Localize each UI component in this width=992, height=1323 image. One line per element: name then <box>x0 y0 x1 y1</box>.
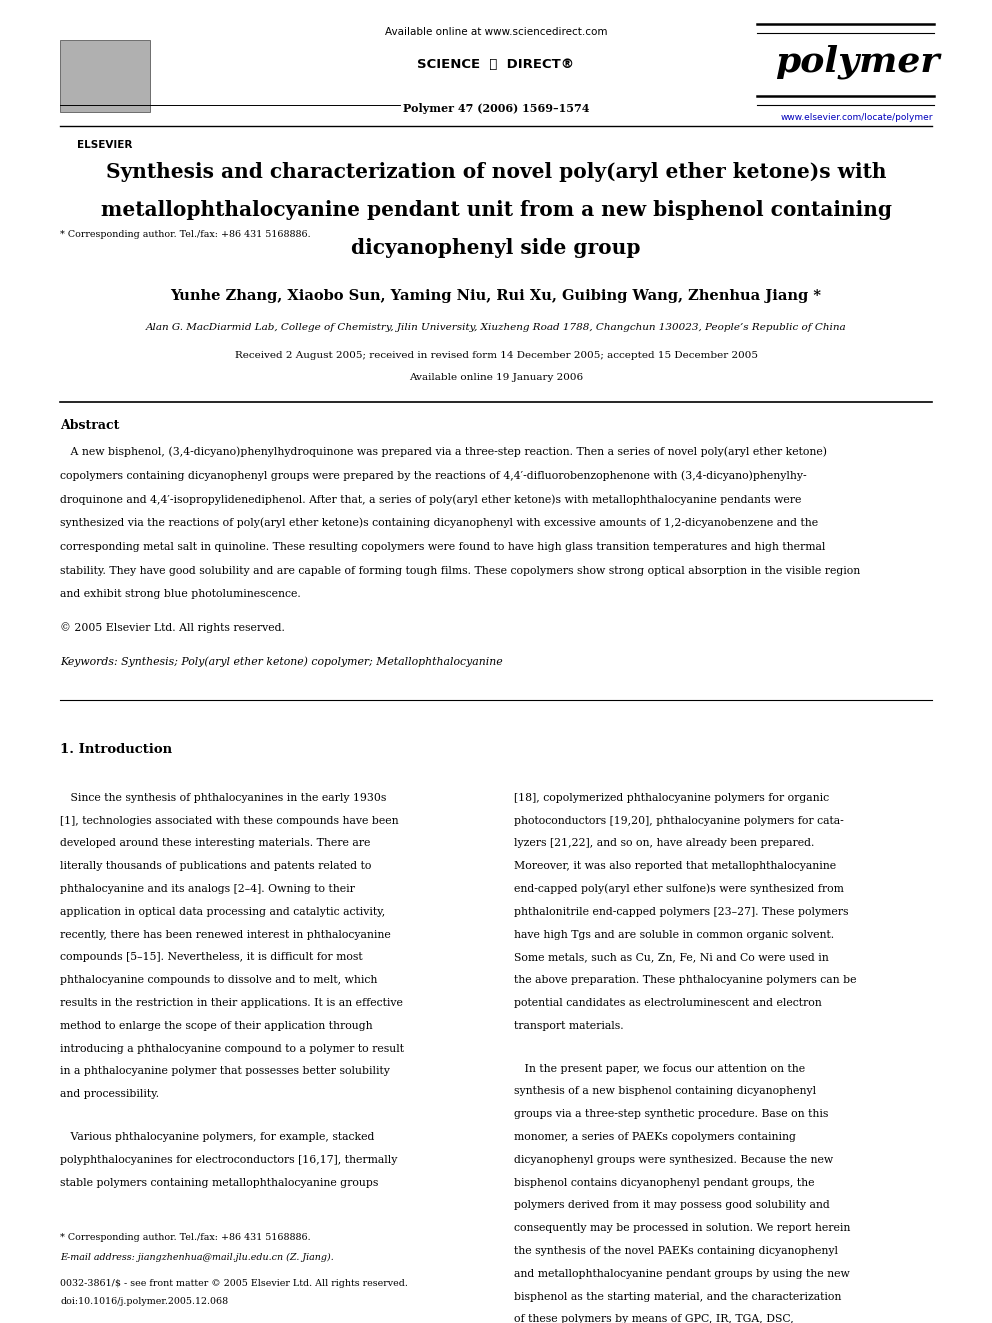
Text: and processibility.: and processibility. <box>60 1089 159 1099</box>
Text: corresponding metal salt in quinoline. These resulting copolymers were found to : corresponding metal salt in quinoline. T… <box>60 542 825 552</box>
Text: A new bisphenol, (3,4-dicyano)phenylhydroquinone was prepared via a three-step r: A new bisphenol, (3,4-dicyano)phenylhydr… <box>60 447 827 458</box>
Text: Available online 19 January 2006: Available online 19 January 2006 <box>409 373 583 382</box>
Text: and metallophthalocyanine pendant groups by using the new: and metallophthalocyanine pendant groups… <box>514 1269 850 1279</box>
Text: droquinone and 4,4′-isopropylidenediphenol. After that, a series of poly(aryl et: droquinone and 4,4′-isopropylidenediphen… <box>60 493 802 504</box>
Text: Synthesis and characterization of novel poly(aryl ether ketone)s with: Synthesis and characterization of novel … <box>106 161 886 183</box>
Text: Polymer 47 (2006) 1569–1574: Polymer 47 (2006) 1569–1574 <box>403 102 589 114</box>
Text: Abstract: Abstract <box>60 419 119 433</box>
Text: Keywords: Synthesis; Poly(aryl ether ketone) copolymer; Metallophthalocyanine: Keywords: Synthesis; Poly(aryl ether ket… <box>60 656 503 667</box>
Text: phthalonitrile end-capped polymers [23–27]. These polymers: phthalonitrile end-capped polymers [23–2… <box>514 906 848 917</box>
Text: dicyanophenyl groups were synthesized. Because the new: dicyanophenyl groups were synthesized. B… <box>514 1155 833 1164</box>
Text: developed around these interesting materials. There are: developed around these interesting mater… <box>60 839 370 848</box>
Text: and exhibit strong blue photoluminescence.: and exhibit strong blue photoluminescenc… <box>60 589 301 599</box>
Text: transport materials.: transport materials. <box>514 1021 624 1031</box>
Text: application in optical data processing and catalytic activity,: application in optical data processing a… <box>60 906 385 917</box>
Text: copolymers containing dicyanophenyl groups were prepared by the reactions of 4,4: copolymers containing dicyanophenyl grou… <box>60 471 806 482</box>
Text: Available online at www.sciencedirect.com: Available online at www.sciencedirect.co… <box>385 26 607 37</box>
Text: in a phthalocyanine polymer that possesses better solubility: in a phthalocyanine polymer that possess… <box>60 1066 390 1077</box>
Text: E-mail address: jiangzhenhua@mail.jlu.edu.cn (Z. Jiang).: E-mail address: jiangzhenhua@mail.jlu.ed… <box>60 1253 333 1262</box>
Text: phthalocyanine and its analogs [2–4]. Owning to their: phthalocyanine and its analogs [2–4]. Ow… <box>60 884 355 894</box>
Text: results in the restriction in their applications. It is an effective: results in the restriction in their appl… <box>60 998 403 1008</box>
Text: In the present paper, we focus our attention on the: In the present paper, we focus our atten… <box>514 1064 806 1074</box>
Text: Received 2 August 2005; received in revised form 14 December 2005; accepted 15 D: Received 2 August 2005; received in revi… <box>234 352 758 360</box>
Text: synthesis of a new bisphenol containing dicyanophenyl: synthesis of a new bisphenol containing … <box>514 1086 816 1097</box>
Text: 1. Introduction: 1. Introduction <box>60 744 173 757</box>
Text: the synthesis of the novel PAEKs containing dicyanophenyl: the synthesis of the novel PAEKs contain… <box>514 1246 838 1256</box>
Bar <box>60 40 150 112</box>
Text: method to enlarge the scope of their application through: method to enlarge the scope of their app… <box>60 1021 373 1031</box>
Text: © 2005 Elsevier Ltd. All rights reserved.: © 2005 Elsevier Ltd. All rights reserved… <box>60 623 285 634</box>
Text: the above preparation. These phthalocyanine polymers can be: the above preparation. These phthalocyan… <box>514 975 856 986</box>
Text: lyzers [21,22], and so on, have already been prepared.: lyzers [21,22], and so on, have already … <box>514 839 814 848</box>
Text: phthalocyanine compounds to dissolve and to melt, which: phthalocyanine compounds to dissolve and… <box>60 975 377 986</box>
Text: monomer, a series of PAEKs copolymers containing: monomer, a series of PAEKs copolymers co… <box>514 1132 796 1142</box>
Text: metallophthalocyanine pendant unit from a new bisphenol containing: metallophthalocyanine pendant unit from … <box>100 200 892 220</box>
Text: synthesized via the reactions of poly(aryl ether ketone)s containing dicyanophen: synthesized via the reactions of poly(ar… <box>60 517 818 528</box>
Text: dicyanophenyl side group: dicyanophenyl side group <box>351 238 641 258</box>
Text: groups via a three-step synthetic procedure. Base on this: groups via a three-step synthetic proced… <box>514 1109 828 1119</box>
Text: ELSEVIER: ELSEVIER <box>77 140 133 149</box>
Text: Since the synthesis of phthalocyanines in the early 1930s: Since the synthesis of phthalocyanines i… <box>60 792 386 803</box>
Text: Some metals, such as Cu, Zn, Fe, Ni and Co were used in: Some metals, such as Cu, Zn, Fe, Ni and … <box>514 953 828 963</box>
Text: Yunhe Zhang, Xiaobo Sun, Yaming Niu, Rui Xu, Guibing Wang, Zhenhua Jiang *: Yunhe Zhang, Xiaobo Sun, Yaming Niu, Rui… <box>171 288 821 303</box>
Text: * Corresponding author. Tel./fax: +86 431 5168886.: * Corresponding author. Tel./fax: +86 43… <box>60 1233 310 1241</box>
Text: polymer: polymer <box>775 45 939 79</box>
Text: bisphenol contains dicyanophenyl pendant groups, the: bisphenol contains dicyanophenyl pendant… <box>514 1177 814 1188</box>
Text: 0032-3861/$ - see front matter © 2005 Elsevier Ltd. All rights reserved.: 0032-3861/$ - see front matter © 2005 El… <box>60 1278 408 1287</box>
Text: Various phthalocyanine polymers, for example, stacked: Various phthalocyanine polymers, for exa… <box>60 1132 374 1142</box>
Text: Moreover, it was also reported that metallophthalocyanine: Moreover, it was also reported that meta… <box>514 861 836 872</box>
Text: have high Tgs and are soluble in common organic solvent.: have high Tgs and are soluble in common … <box>514 930 834 939</box>
Text: introducing a phthalocyanine compound to a polymer to result: introducing a phthalocyanine compound to… <box>60 1044 404 1053</box>
Text: polymers derived from it may possess good solubility and: polymers derived from it may possess goo… <box>514 1200 829 1211</box>
Text: [18], copolymerized phthalocyanine polymers for organic: [18], copolymerized phthalocyanine polym… <box>514 792 829 803</box>
Text: doi:10.1016/j.polymer.2005.12.068: doi:10.1016/j.polymer.2005.12.068 <box>60 1297 228 1306</box>
Text: stability. They have good solubility and are capable of forming tough films. The: stability. They have good solubility and… <box>60 565 860 576</box>
Text: recently, there has been renewed interest in phthalocyanine: recently, there has been renewed interes… <box>60 930 391 939</box>
Text: polyphthalocyanines for electroconductors [16,17], thermally: polyphthalocyanines for electroconductor… <box>60 1155 398 1164</box>
Text: stable polymers containing metallophthalocyanine groups: stable polymers containing metallophthal… <box>60 1177 378 1188</box>
Text: [1], technologies associated with these compounds have been: [1], technologies associated with these … <box>60 816 399 826</box>
Text: SCIENCE  ⓐ  DIRECT®: SCIENCE ⓐ DIRECT® <box>418 58 574 71</box>
Text: compounds [5–15]. Nevertheless, it is difficult for most: compounds [5–15]. Nevertheless, it is di… <box>60 953 363 963</box>
Text: consequently may be processed in solution. We report herein: consequently may be processed in solutio… <box>514 1224 850 1233</box>
Text: photoconductors [19,20], phthalocyanine polymers for cata-: photoconductors [19,20], phthalocyanine … <box>514 816 844 826</box>
Text: Alan G. MacDiarmid Lab, College of Chemistry, Jilin University, Xiuzheng Road 17: Alan G. MacDiarmid Lab, College of Chemi… <box>146 324 846 332</box>
Text: potential candidates as electroluminescent and electron: potential candidates as electroluminesce… <box>514 998 821 1008</box>
Text: end-capped poly(aryl ether sulfone)s were synthesized from: end-capped poly(aryl ether sulfone)s wer… <box>514 884 844 894</box>
Text: literally thousands of publications and patents related to: literally thousands of publications and … <box>60 861 371 872</box>
Text: * Corresponding author. Tel./fax: +86 431 5168886.: * Corresponding author. Tel./fax: +86 43… <box>60 229 310 238</box>
Text: www.elsevier.com/locate/polymer: www.elsevier.com/locate/polymer <box>781 112 933 122</box>
Text: bisphenol as the starting material, and the characterization: bisphenol as the starting material, and … <box>514 1291 841 1302</box>
Text: of these polymers by means of GPC, IR, TGA, DSC,: of these polymers by means of GPC, IR, T… <box>514 1315 794 1323</box>
